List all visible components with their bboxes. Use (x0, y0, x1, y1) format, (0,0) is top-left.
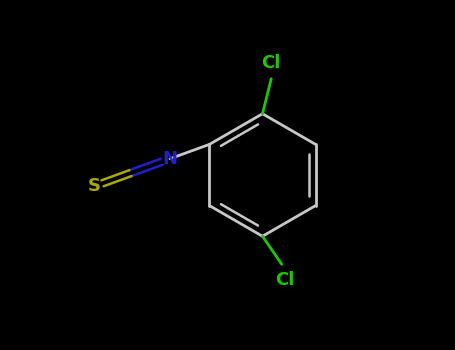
Text: Cl: Cl (276, 271, 295, 289)
Text: S: S (88, 177, 101, 195)
Text: N: N (162, 150, 177, 168)
Text: Cl: Cl (262, 54, 281, 72)
